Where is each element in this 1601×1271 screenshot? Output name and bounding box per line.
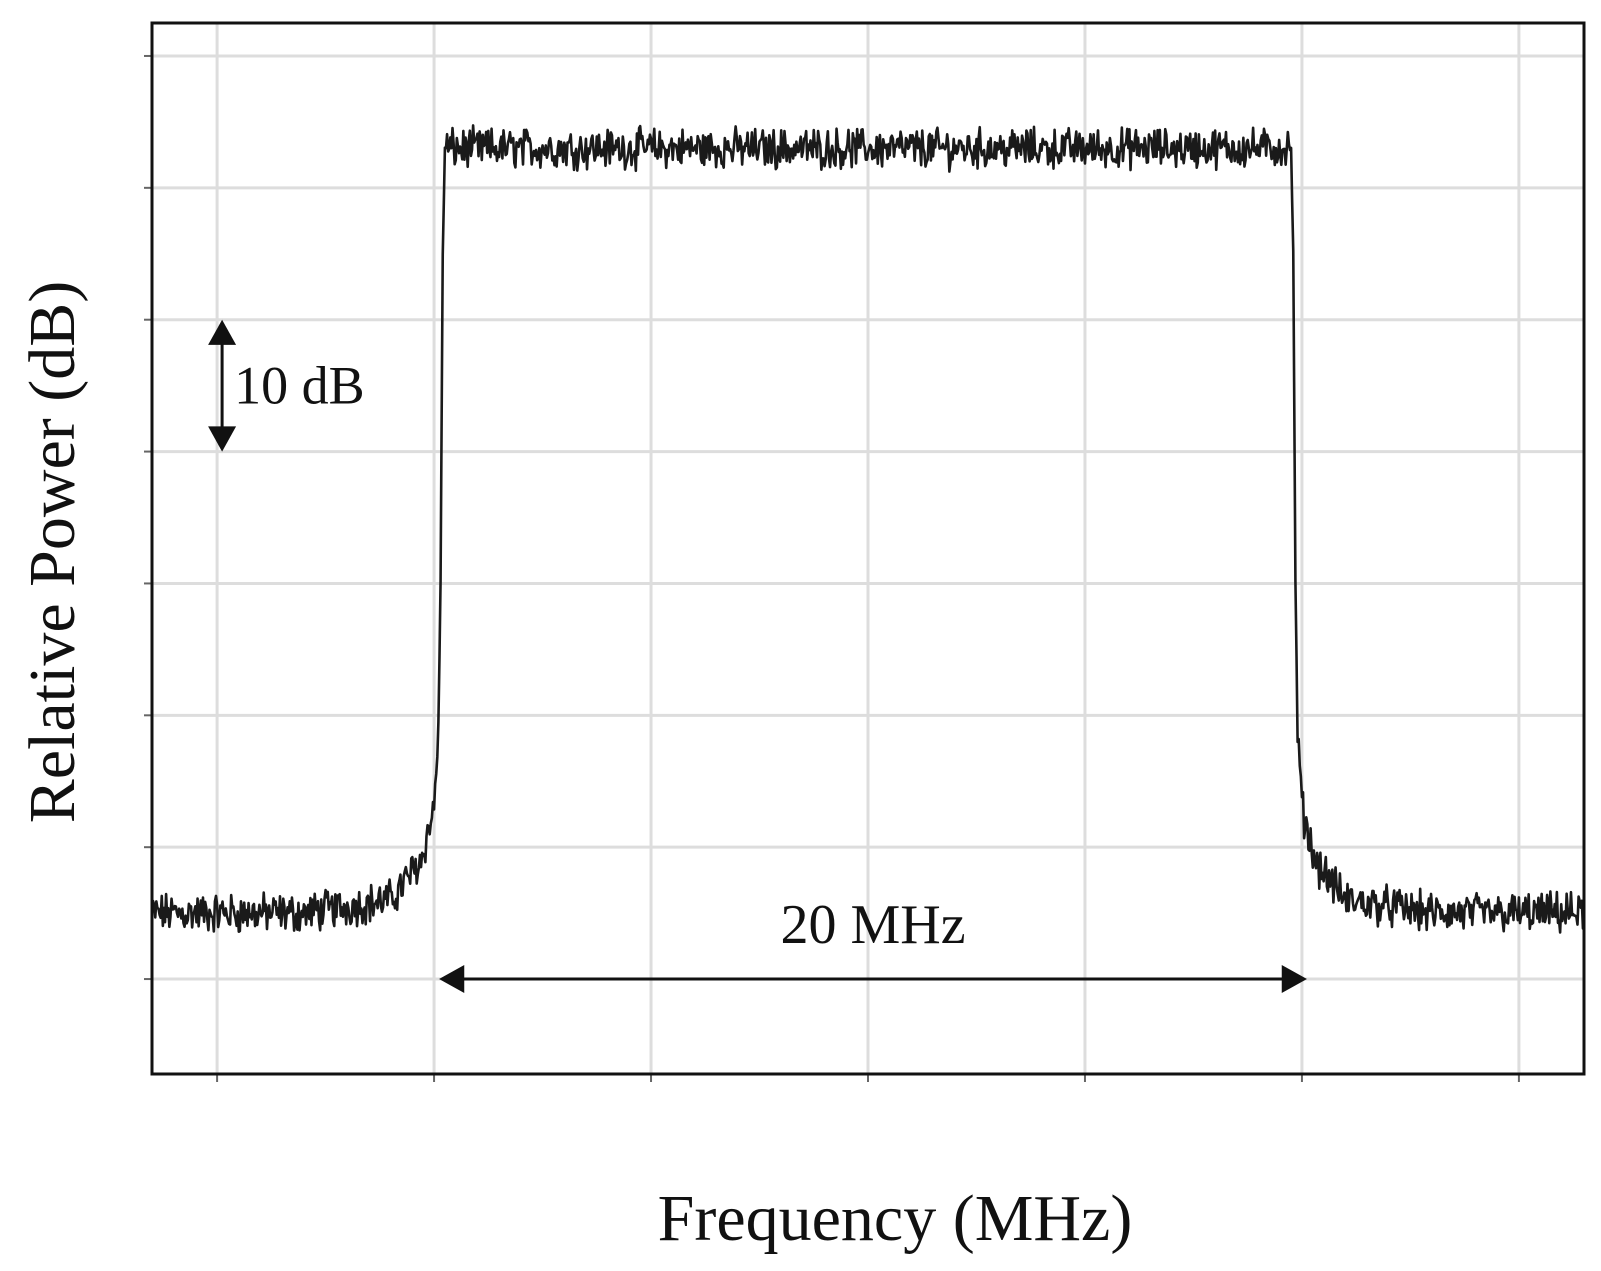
grid-lines [152, 23, 1584, 1074]
y-axis-title: Relative Power (dB) [16, 281, 89, 824]
spectrum-trace [152, 124, 1584, 934]
x-axis-title: Frequency (MHz) [658, 1182, 1133, 1255]
span-arrow-20mhz-head-right [1281, 965, 1307, 994]
annotation-10db-label: 10 dB [234, 356, 365, 416]
annotation-20mhz-label: 20 MHz [780, 894, 965, 956]
span-arrow-10db-head-top [208, 319, 237, 345]
span-arrow-10db-head-bottom [208, 426, 237, 452]
plot-area [152, 124, 1584, 934]
annotations: 10 dB 20 MHz [208, 319, 1307, 994]
span-arrow-20mhz-head-left [439, 965, 465, 994]
plot-frame [150, 21, 1586, 1076]
